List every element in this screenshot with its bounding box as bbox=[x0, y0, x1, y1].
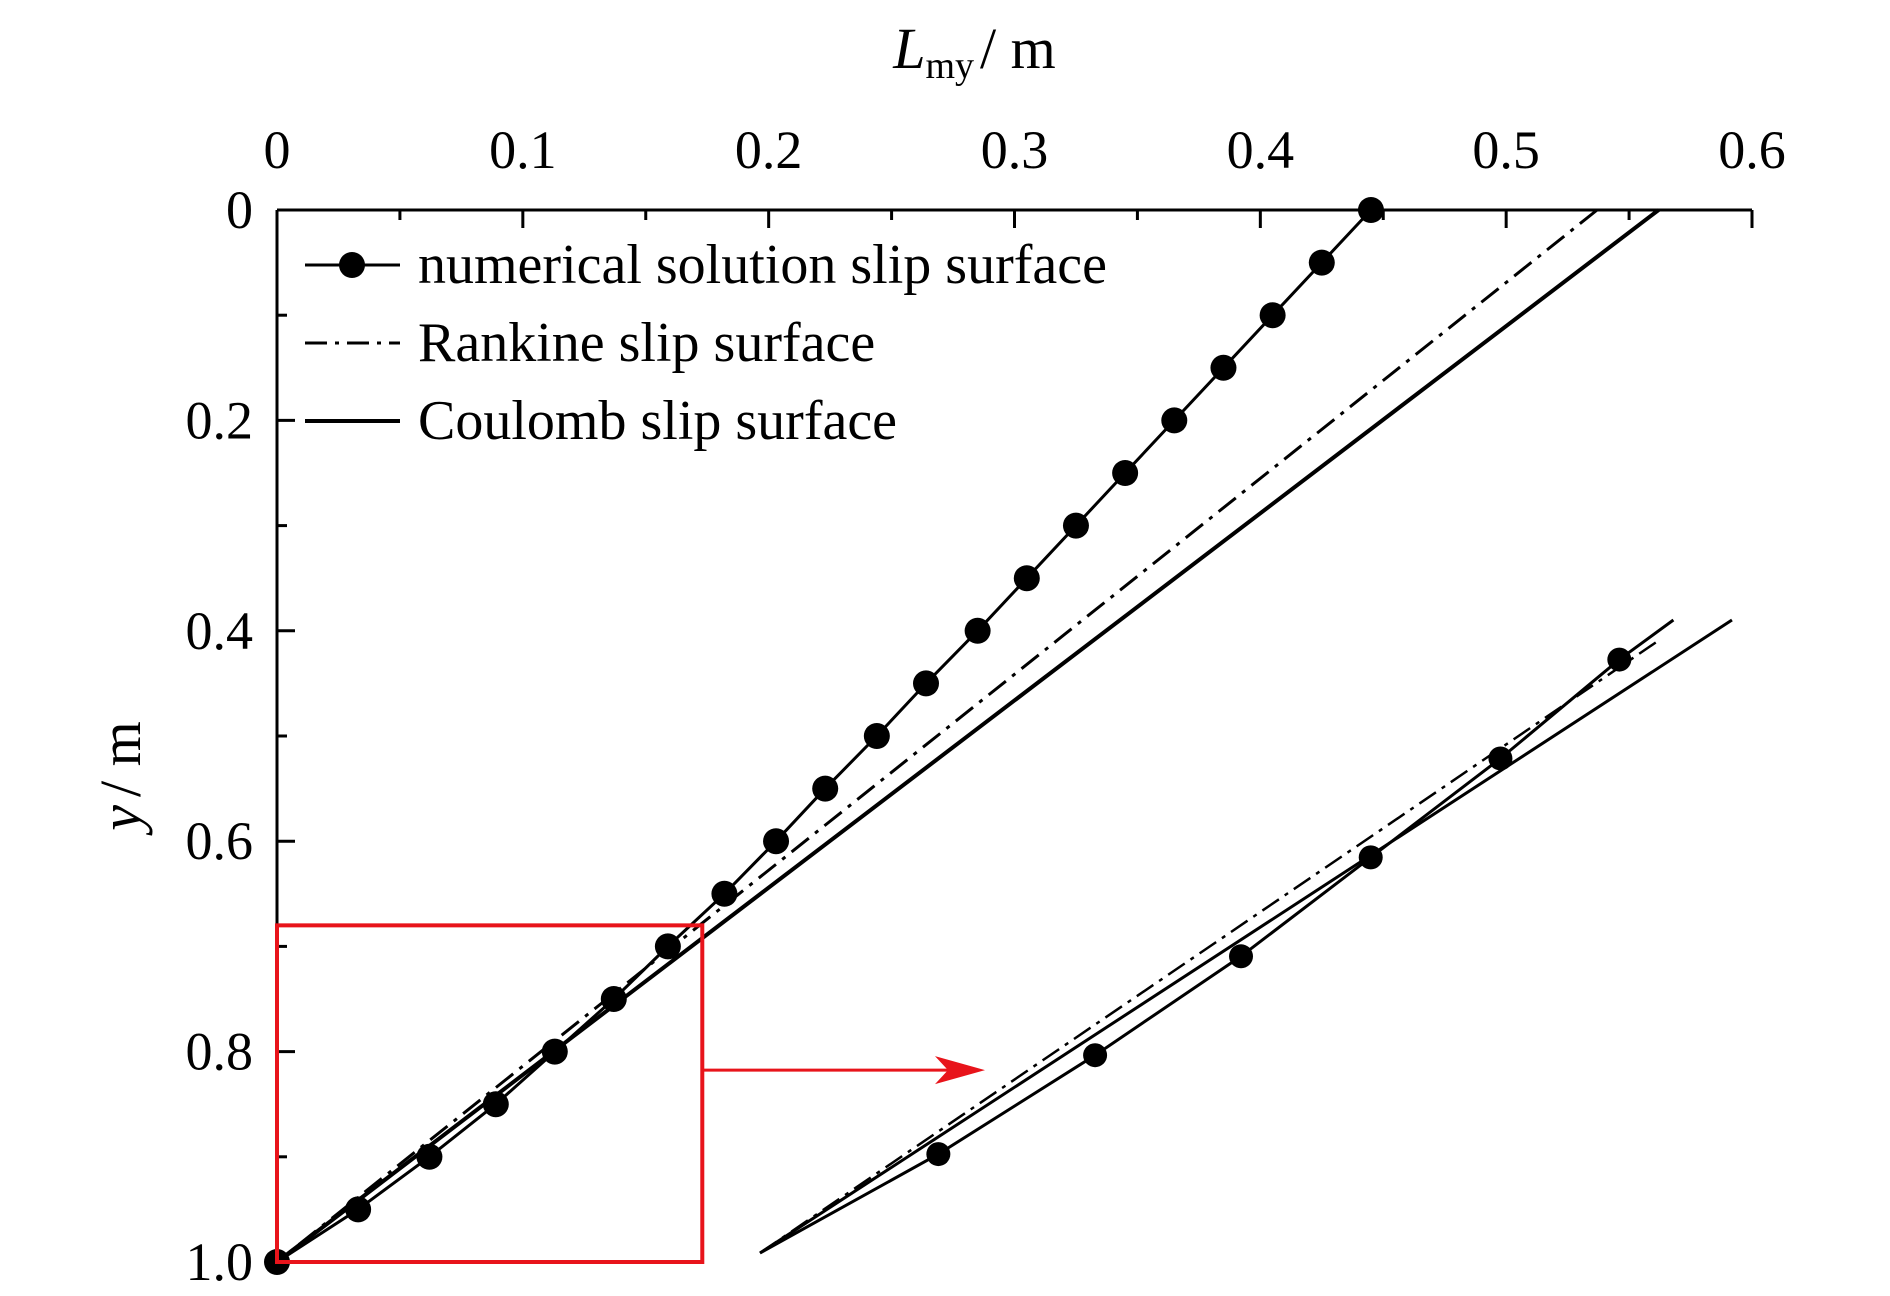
y-axis-title-unit: / m bbox=[88, 721, 153, 797]
inset-data-point bbox=[1083, 1043, 1108, 1068]
data-point bbox=[482, 1091, 509, 1118]
inset-numerical-line bbox=[759, 618, 1675, 1255]
data-point bbox=[763, 828, 790, 855]
legend-marker-numerical bbox=[339, 252, 365, 278]
x-axis-title-unit: / m bbox=[980, 16, 1056, 81]
x-tick-label: 0.6 bbox=[1718, 120, 1786, 180]
data-point bbox=[863, 723, 890, 749]
inset-data-point bbox=[926, 1142, 951, 1167]
inset-data-point bbox=[1607, 647, 1632, 672]
y-tick-label: 0.2 bbox=[186, 390, 254, 450]
data-point bbox=[913, 670, 939, 697]
data-point bbox=[1013, 565, 1040, 592]
data-point bbox=[711, 880, 738, 907]
data-point bbox=[1210, 354, 1237, 381]
inset-rankine-line bbox=[759, 638, 1661, 1255]
legend-label-coulomb: Coulomb slip surface bbox=[418, 390, 897, 452]
data-point bbox=[1112, 460, 1139, 486]
x-axis-title-sub: my bbox=[925, 45, 974, 87]
data-point bbox=[964, 617, 991, 644]
data-point bbox=[1357, 197, 1384, 223]
x-tick-label: 0.1 bbox=[489, 120, 557, 180]
x-axis-title: Lmy / m bbox=[892, 16, 1056, 87]
x-axis-title-main: L bbox=[892, 16, 925, 81]
x-tick-label: 0 bbox=[264, 120, 291, 180]
y-tick-label: 0.8 bbox=[186, 1022, 254, 1082]
data-point bbox=[600, 986, 627, 1012]
y-tick-label: 0.4 bbox=[186, 601, 254, 661]
y-tick-label: 0.6 bbox=[186, 811, 254, 871]
data-point bbox=[1062, 512, 1089, 539]
legend: numerical solution slip surface Rankine … bbox=[305, 234, 1107, 452]
inset-layer bbox=[759, 618, 1733, 1255]
data-point bbox=[1161, 407, 1188, 434]
series-line-2 bbox=[275, 208, 1660, 1264]
series-line-1 bbox=[276, 208, 1599, 1264]
data-point bbox=[812, 775, 839, 802]
zoom-box bbox=[275, 923, 705, 1264]
x-tick-label: 0.2 bbox=[735, 120, 803, 180]
y-axis-title-main: y bbox=[88, 805, 153, 836]
inset-coulomb-line bbox=[759, 618, 1733, 1255]
legend-label-numerical: numerical solution slip surface bbox=[418, 234, 1107, 296]
inset-data-point bbox=[1488, 746, 1513, 771]
y-tick-label: 1.0 bbox=[186, 1232, 254, 1292]
y-tick-label: 0 bbox=[226, 180, 253, 240]
x-tick-label: 0.5 bbox=[1472, 120, 1540, 180]
zoom-layer bbox=[275, 923, 985, 1264]
data-point bbox=[1259, 302, 1286, 329]
legend-entry-rankine: Rankine slip surface bbox=[305, 312, 875, 374]
zoom-arrow-head bbox=[935, 1056, 985, 1085]
x-axis-ticks: 0 0.1 0.2 0.3 0.4 0.5 0.6 bbox=[264, 120, 1786, 228]
inset-data-point bbox=[1229, 944, 1254, 969]
inset-data-point bbox=[1358, 845, 1383, 870]
y-axis-title: y / m bbox=[88, 721, 153, 835]
x-tick-label: 0.4 bbox=[1227, 120, 1295, 180]
data-point bbox=[654, 933, 681, 960]
legend-entry-numerical: numerical solution slip surface bbox=[305, 234, 1107, 296]
series-layer bbox=[264, 197, 1660, 1275]
data-point bbox=[1308, 249, 1335, 276]
y-axis-ticks: 0 0.2 0.4 0.6 0.8 1.0 bbox=[186, 180, 295, 1292]
x-tick-label: 0.3 bbox=[981, 120, 1049, 180]
legend-label-rankine: Rankine slip surface bbox=[418, 312, 875, 374]
legend-entry-coulomb: Coulomb slip surface bbox=[305, 390, 897, 452]
